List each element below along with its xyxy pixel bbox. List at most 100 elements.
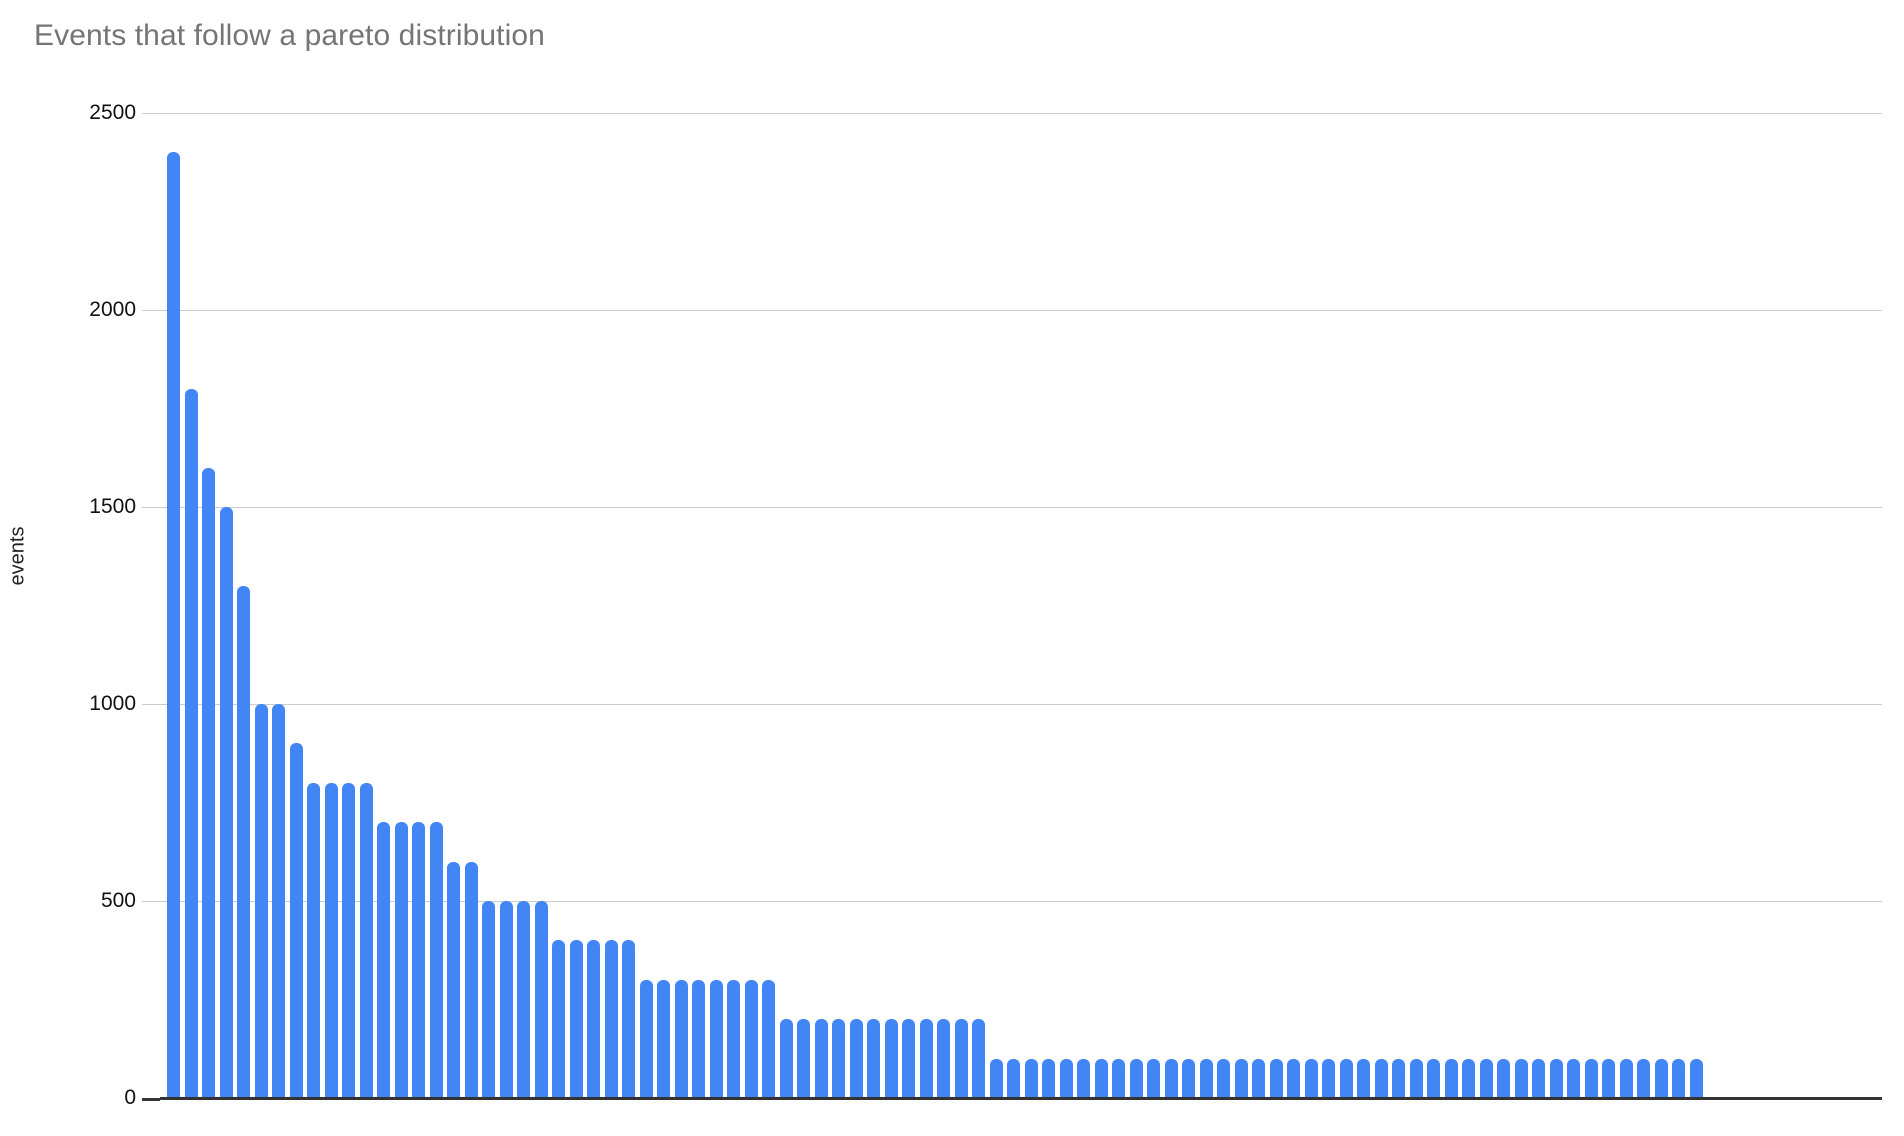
bar[interactable] <box>272 704 285 1098</box>
bar[interactable] <box>972 1019 985 1098</box>
bar[interactable] <box>184 388 198 1098</box>
bar[interactable] <box>377 822 390 1098</box>
bar[interactable] <box>989 1058 1003 1098</box>
bar[interactable] <box>254 704 268 1098</box>
bar[interactable] <box>884 1019 898 1098</box>
bar[interactable] <box>832 1019 845 1098</box>
x-tick-mark <box>1007 1097 1020 1100</box>
x-tick-mark <box>884 1097 898 1100</box>
bar[interactable] <box>534 901 548 1098</box>
bar[interactable] <box>587 940 600 1098</box>
bar[interactable] <box>937 1019 950 1098</box>
bar[interactable] <box>762 979 775 1098</box>
bar[interactable] <box>1549 1058 1563 1098</box>
bar[interactable] <box>1339 1058 1353 1098</box>
x-tick-mark <box>1164 1097 1178 1100</box>
x-tick-mark <box>1637 1097 1650 1100</box>
bar[interactable] <box>1514 1058 1528 1098</box>
x-tick-mark <box>587 1097 600 1100</box>
bar[interactable] <box>727 979 740 1098</box>
bar[interactable] <box>1007 1058 1020 1098</box>
bar[interactable] <box>919 1019 933 1098</box>
x-tick-mark <box>447 1097 460 1100</box>
bar[interactable] <box>1147 1058 1160 1098</box>
bar[interactable] <box>657 979 670 1098</box>
bar[interactable] <box>447 861 460 1098</box>
bar[interactable] <box>1217 1058 1230 1098</box>
bar[interactable] <box>604 940 618 1098</box>
bar[interactable] <box>1374 1058 1388 1098</box>
bar[interactable] <box>622 940 635 1098</box>
bar[interactable] <box>674 979 688 1098</box>
bar[interactable] <box>709 979 723 1098</box>
bars-layer <box>160 113 1882 1098</box>
bar[interactable] <box>167 152 180 1098</box>
bar[interactable] <box>1637 1058 1650 1098</box>
bar[interactable] <box>1199 1058 1213 1098</box>
x-tick-mark <box>377 1097 390 1100</box>
bar[interactable] <box>552 940 565 1098</box>
bar[interactable] <box>307 782 320 1098</box>
bar[interactable] <box>1164 1058 1178 1098</box>
bar[interactable] <box>394 822 408 1098</box>
bar[interactable] <box>1112 1058 1125 1098</box>
bar[interactable] <box>1252 1058 1265 1098</box>
bar[interactable] <box>1584 1058 1598 1098</box>
bar[interactable] <box>1042 1058 1055 1098</box>
bar[interactable] <box>1532 1058 1545 1098</box>
bar[interactable] <box>1129 1058 1143 1098</box>
bar[interactable] <box>1094 1058 1108 1098</box>
bar[interactable] <box>954 1019 968 1098</box>
bar[interactable] <box>517 901 530 1098</box>
bar[interactable] <box>464 861 478 1098</box>
bar[interactable] <box>814 1019 828 1098</box>
bar[interactable] <box>1689 1058 1703 1098</box>
bar[interactable] <box>1619 1058 1633 1098</box>
bar[interactable] <box>1059 1058 1073 1098</box>
bar[interactable] <box>1409 1058 1423 1098</box>
bar[interactable] <box>1672 1058 1685 1098</box>
bar[interactable] <box>1654 1058 1668 1098</box>
gridline-2000 <box>160 310 1882 311</box>
bar[interactable] <box>1602 1058 1615 1098</box>
bar[interactable] <box>1182 1058 1195 1098</box>
bar[interactable] <box>1479 1058 1493 1098</box>
bar[interactable] <box>1392 1058 1405 1098</box>
bar[interactable] <box>412 822 425 1098</box>
bar[interactable] <box>219 507 233 1098</box>
bar[interactable] <box>1304 1058 1318 1098</box>
bar[interactable] <box>1269 1058 1283 1098</box>
bar[interactable] <box>324 782 338 1098</box>
bar[interactable] <box>1497 1058 1510 1098</box>
bar[interactable] <box>289 743 303 1098</box>
bar[interactable] <box>1462 1058 1475 1098</box>
bar[interactable] <box>902 1019 915 1098</box>
x-tick-mark <box>1689 1097 1703 1100</box>
bar[interactable] <box>1077 1058 1090 1098</box>
bar[interactable] <box>359 782 373 1098</box>
bar[interactable] <box>237 585 250 1098</box>
bar[interactable] <box>849 1019 863 1098</box>
bar[interactable] <box>342 782 355 1098</box>
bar[interactable] <box>1427 1058 1440 1098</box>
bar[interactable] <box>639 979 653 1098</box>
bar[interactable] <box>1287 1058 1300 1098</box>
bar[interactable] <box>744 979 758 1098</box>
bar[interactable] <box>202 467 215 1098</box>
bar[interactable] <box>797 1019 810 1098</box>
bar[interactable] <box>1024 1058 1038 1098</box>
bar[interactable] <box>569 940 583 1098</box>
bar[interactable] <box>1234 1058 1248 1098</box>
x-tick-mark <box>954 1097 968 1100</box>
bar[interactable] <box>429 822 443 1098</box>
x-tick-mark <box>1322 1097 1335 1100</box>
bar[interactable] <box>1567 1058 1580 1098</box>
bar[interactable] <box>482 901 495 1098</box>
bar[interactable] <box>779 1019 793 1098</box>
bar[interactable] <box>1357 1058 1370 1098</box>
bar[interactable] <box>1444 1058 1458 1098</box>
bar[interactable] <box>1322 1058 1335 1098</box>
bar[interactable] <box>499 901 513 1098</box>
bar[interactable] <box>692 979 705 1098</box>
bar[interactable] <box>867 1019 880 1098</box>
